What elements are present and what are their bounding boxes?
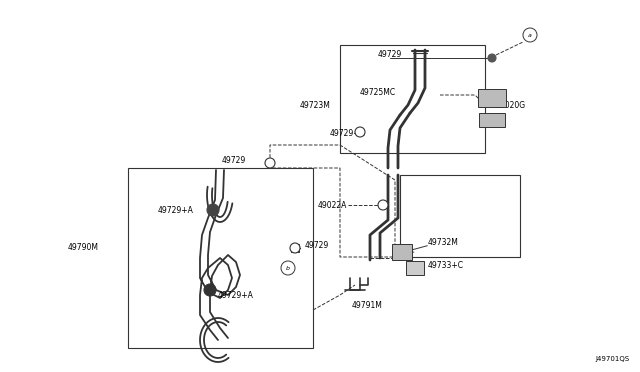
Text: 49723M: 49723M bbox=[300, 100, 331, 109]
Text: 49022A: 49022A bbox=[318, 201, 348, 209]
Text: 49729+A: 49729+A bbox=[158, 205, 194, 215]
Text: 49732M: 49732M bbox=[428, 237, 459, 247]
Text: J49701QS: J49701QS bbox=[596, 356, 630, 362]
Circle shape bbox=[523, 28, 537, 42]
Bar bbox=[392, 244, 412, 260]
Circle shape bbox=[204, 284, 216, 296]
Text: 49791M: 49791M bbox=[352, 301, 383, 310]
Bar bbox=[128, 168, 313, 348]
Text: 49733+C: 49733+C bbox=[428, 260, 464, 269]
Circle shape bbox=[378, 200, 388, 210]
Text: 49729+A: 49729+A bbox=[218, 291, 254, 299]
Text: 49725MC: 49725MC bbox=[360, 87, 396, 96]
Circle shape bbox=[281, 261, 295, 275]
Bar bbox=[478, 89, 506, 107]
Circle shape bbox=[488, 54, 496, 62]
Text: 49729: 49729 bbox=[222, 155, 246, 164]
Circle shape bbox=[355, 127, 365, 137]
Bar bbox=[400, 175, 520, 257]
Text: a: a bbox=[528, 32, 532, 38]
Bar bbox=[340, 45, 485, 153]
Text: 49020G: 49020G bbox=[496, 100, 526, 109]
Circle shape bbox=[207, 204, 219, 216]
Circle shape bbox=[265, 158, 275, 168]
Circle shape bbox=[290, 243, 300, 253]
Text: 49790M: 49790M bbox=[68, 244, 99, 253]
Text: b: b bbox=[286, 266, 290, 270]
Bar bbox=[479, 113, 505, 127]
Text: 49729+C: 49729+C bbox=[330, 128, 366, 138]
Text: 49729: 49729 bbox=[305, 241, 329, 250]
Text: 49729: 49729 bbox=[378, 49, 402, 58]
Bar bbox=[406, 261, 424, 275]
